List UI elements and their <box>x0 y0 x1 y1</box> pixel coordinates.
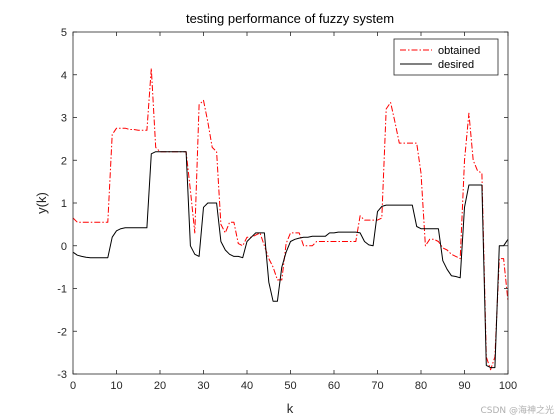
series-line-obtained <box>72 67 509 371</box>
x-tick-label: 80 <box>415 380 427 392</box>
y-tick-label: -1 <box>57 284 67 296</box>
y-tick-label: -2 <box>57 326 67 338</box>
y-tick-label: 2 <box>61 155 67 167</box>
x-tick-label: 50 <box>284 380 296 392</box>
x-tick-label: 20 <box>154 380 166 392</box>
plot-area <box>73 32 508 374</box>
legend-label-obtained: obtained <box>438 45 480 57</box>
axes-layer: 0 10 20 30 40 50 60 70 80 90 100 -3 -2 -1 0 1 2 3 4 5 <box>57 27 517 392</box>
y-tick-label: 0 <box>61 241 67 253</box>
x-tick-label: 70 <box>371 380 383 392</box>
watermark: CSDN @海神之光 <box>480 406 554 416</box>
legend: obtained desired <box>393 38 499 76</box>
x-tick-label: 90 <box>458 380 470 392</box>
x-tick-label: 100 <box>499 380 517 392</box>
plot-background <box>73 32 508 374</box>
x-tick-label: 40 <box>241 380 253 392</box>
x-tick-label: 10 <box>110 380 122 392</box>
legend-box <box>393 38 499 76</box>
y-tick-label: 4 <box>61 70 67 82</box>
chart-title: testing performance of fuzzy system <box>186 11 394 26</box>
x-tick-label: 30 <box>197 380 209 392</box>
x-tick-label: 60 <box>328 380 340 392</box>
y-tick-label: -3 <box>57 369 67 381</box>
x-tick-label: 0 <box>70 380 76 392</box>
y-axis-label: y(k) <box>34 192 49 214</box>
series-line-desired <box>72 151 509 369</box>
y-tick-label: 1 <box>61 198 67 210</box>
legend-label-desired: desired <box>438 59 474 71</box>
y-tick-label: 3 <box>61 113 67 125</box>
y-tick-label: 5 <box>61 27 67 39</box>
series-layer <box>72 67 509 371</box>
x-axis-label: k <box>287 401 294 416</box>
